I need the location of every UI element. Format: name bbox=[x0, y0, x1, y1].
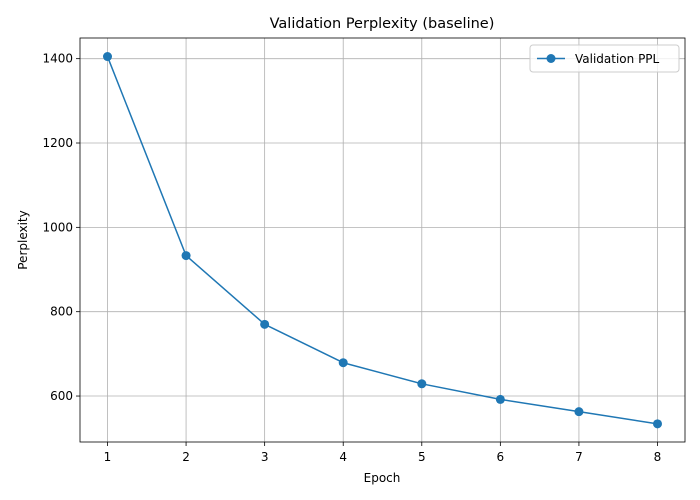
plot-border bbox=[79, 37, 686, 443]
data-point bbox=[181, 251, 191, 261]
x-tick-label: 6 bbox=[497, 450, 505, 464]
data-point bbox=[103, 52, 112, 62]
series-line bbox=[106, 56, 658, 425]
legend-marker-swatch bbox=[546, 54, 556, 63]
x-tick-label: 7 bbox=[575, 450, 583, 464]
legend: Validation PPL bbox=[529, 44, 680, 73]
data-point bbox=[338, 358, 348, 368]
y-axis-label: Perplexity bbox=[16, 210, 30, 270]
x-tick-label: 4 bbox=[339, 450, 347, 464]
data-point bbox=[574, 407, 584, 417]
x-axis-label: Epoch bbox=[364, 471, 401, 485]
y-tick-label: 1000 bbox=[42, 220, 73, 234]
legend-box bbox=[529, 44, 680, 73]
series-validation-ppl bbox=[103, 52, 662, 429]
legend-label: Validation PPL bbox=[575, 52, 660, 66]
plot-frame bbox=[79, 37, 686, 443]
y-axis: 600 800 1000 1200 1400 bbox=[42, 52, 80, 403]
y-tick-label: 1400 bbox=[42, 52, 73, 66]
x-tick-label: 3 bbox=[261, 450, 269, 464]
data-point bbox=[653, 419, 662, 429]
x-tick-label: 2 bbox=[182, 450, 190, 464]
data-point bbox=[495, 394, 505, 404]
y-tick-label: 600 bbox=[50, 389, 73, 403]
y-tick-label: 1200 bbox=[42, 136, 73, 150]
grid-lines bbox=[80, 38, 685, 442]
x-tick-label: 5 bbox=[418, 450, 426, 464]
x-tick-label: 1 bbox=[104, 450, 112, 464]
x-tick-label: 8 bbox=[654, 450, 662, 464]
chart-title: Validation Perplexity (baseline) bbox=[270, 16, 495, 32]
data-point bbox=[260, 319, 270, 329]
y-tick-label: 800 bbox=[50, 305, 73, 319]
x-axis: 1 2 3 4 5 6 7 8 bbox=[104, 442, 662, 464]
data-point bbox=[417, 379, 427, 389]
